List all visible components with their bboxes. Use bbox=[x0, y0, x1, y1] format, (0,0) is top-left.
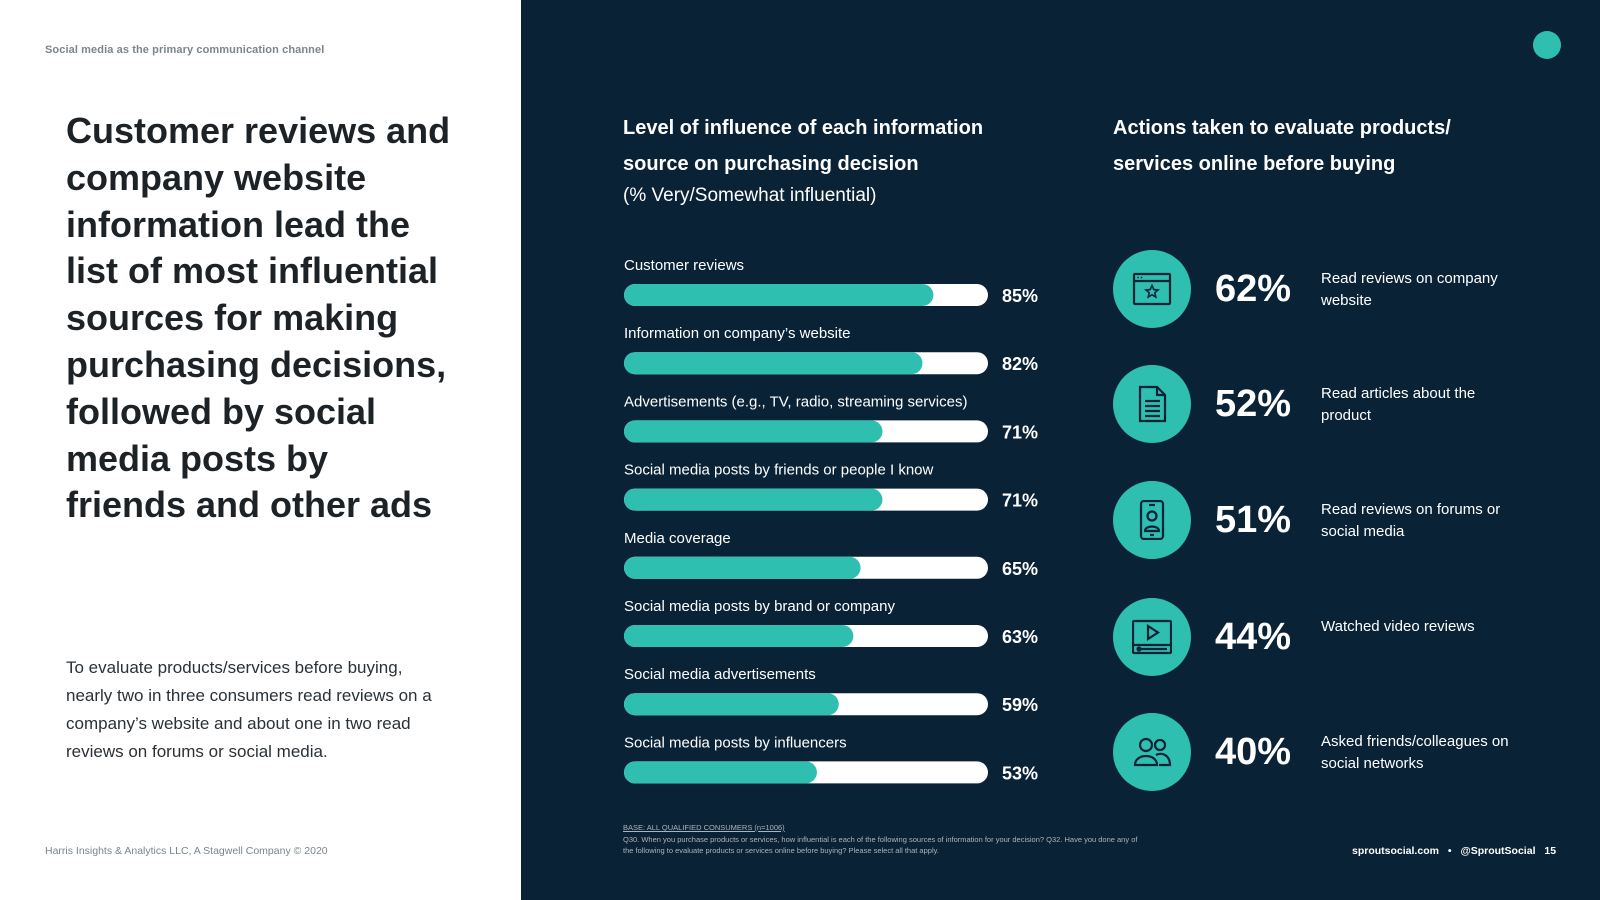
category-label: Social media posts by brand or company bbox=[624, 598, 895, 615]
accent-dot bbox=[1533, 31, 1561, 59]
action-description: Asked friends/colleagues on social netwo… bbox=[1321, 733, 1509, 772]
value-label: 82% bbox=[1002, 354, 1038, 374]
category-label: Media coverage bbox=[624, 530, 731, 547]
copyright: Harris Insights & Analytics LLC, A Stagw… bbox=[45, 845, 328, 857]
footnote: BASE: ALL QUALIFIED CONSUMERS (n=1006) Q… bbox=[623, 822, 1143, 857]
value-label: 63% bbox=[1002, 627, 1038, 647]
bar bbox=[624, 284, 934, 306]
category-label: Social media posts by influencers bbox=[624, 734, 847, 751]
action-row: 52% Read articles about the product bbox=[1113, 365, 1573, 445]
bar bbox=[624, 625, 854, 647]
bar bbox=[624, 693, 839, 716]
bar bbox=[624, 488, 883, 511]
action-description: Watched video reviews bbox=[1321, 618, 1475, 635]
bar bbox=[624, 761, 817, 784]
page-number: 15 bbox=[1544, 845, 1557, 857]
action-percent: 62% bbox=[1215, 268, 1292, 310]
section-label: Social media as the primary communicatio… bbox=[45, 44, 325, 56]
chart-title: Level of influence of each information s… bbox=[623, 117, 984, 175]
action-percent: 52% bbox=[1215, 383, 1292, 425]
headline: Customer reviews and company website inf… bbox=[66, 110, 451, 526]
browser-star-icon bbox=[1113, 250, 1191, 328]
bar bbox=[624, 352, 923, 375]
category-label: Social media advertisements bbox=[624, 666, 816, 683]
category-label: Customer reviews bbox=[624, 257, 744, 274]
document-icon bbox=[1113, 365, 1191, 443]
right-panel bbox=[521, 0, 1600, 900]
action-description: Read reviews on forums or social media bbox=[1321, 501, 1501, 540]
chart-subtitle: (% Very/Somewhat influential) bbox=[623, 185, 877, 206]
value-label: 71% bbox=[1002, 422, 1038, 442]
action-percent: 44% bbox=[1215, 616, 1292, 658]
action-row: 44% Watched video reviews bbox=[1113, 598, 1573, 678]
value-label: 53% bbox=[1002, 763, 1038, 783]
category-label: Information on company’s website bbox=[624, 325, 851, 342]
footer-site-link[interactable]: sproutsocial.com bbox=[1352, 845, 1439, 857]
footer-right: sproutsocial.com • @SproutSocial 15 bbox=[1352, 845, 1562, 857]
action-description: Read reviews on company website bbox=[1321, 270, 1498, 309]
footer-handle-link[interactable]: @SproutSocial bbox=[1460, 845, 1536, 857]
actions-title: Actions taken to evaluate products/ serv… bbox=[1113, 117, 1451, 175]
action-percent: 40% bbox=[1215, 731, 1292, 773]
category-label: Social media posts by friends or people … bbox=[624, 462, 933, 479]
category-label: Advertisements (e.g., TV, radio, streami… bbox=[624, 393, 967, 410]
bar bbox=[624, 420, 883, 443]
video-player-icon bbox=[1113, 598, 1191, 676]
action-description: Read articles about the product bbox=[1321, 385, 1476, 424]
value-label: 59% bbox=[1002, 695, 1038, 715]
value-label: 65% bbox=[1002, 559, 1038, 579]
action-row: 62% Read reviews on company website bbox=[1113, 250, 1573, 330]
footnote-text: Q30. When you purchase products or servi… bbox=[623, 834, 1138, 856]
action-percent: 51% bbox=[1215, 499, 1292, 541]
people-icon bbox=[1113, 713, 1191, 791]
phone-profile-icon bbox=[1113, 481, 1191, 559]
body-text: To evaluate products/services before buy… bbox=[66, 658, 432, 761]
bar bbox=[624, 556, 861, 579]
value-label: 71% bbox=[1002, 491, 1038, 511]
action-row: 40% Asked friends/colleagues on social n… bbox=[1113, 713, 1573, 793]
left-panel: Social media as the primary communicatio… bbox=[0, 0, 521, 900]
footnote-base: BASE: ALL QUALIFIED CONSUMERS (n=1006) bbox=[623, 823, 785, 832]
value-label: 85% bbox=[1002, 286, 1038, 306]
action-row: 51% Read reviews on forums or social med… bbox=[1113, 481, 1573, 561]
footer-separator: • bbox=[1447, 845, 1452, 857]
